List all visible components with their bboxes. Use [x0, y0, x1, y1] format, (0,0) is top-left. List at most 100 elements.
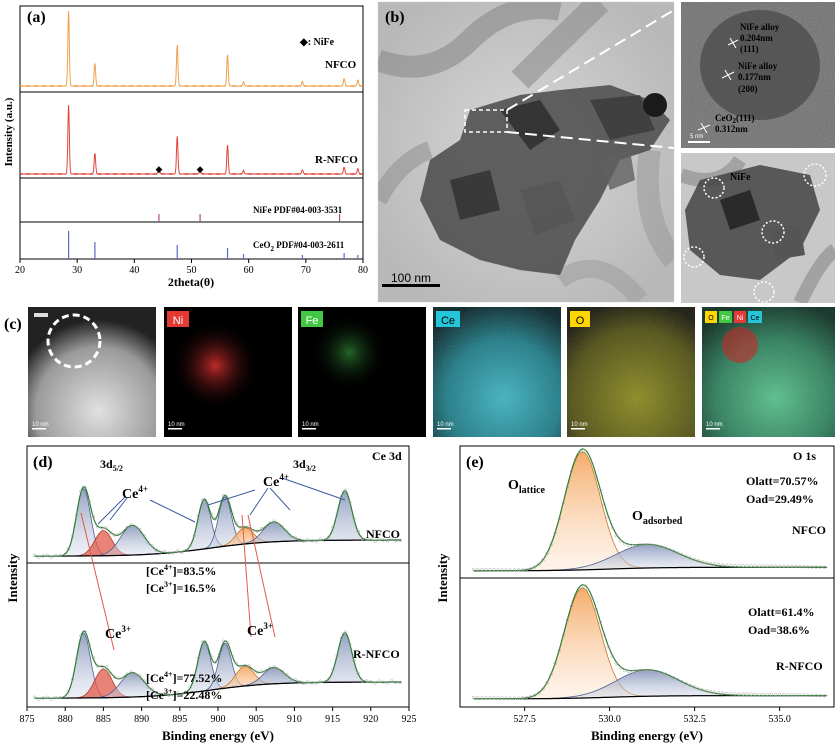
raw-point	[806, 565, 810, 569]
raw-point	[129, 523, 133, 527]
raw-point	[598, 488, 602, 492]
raw-point	[163, 549, 167, 554]
raw-point	[578, 450, 582, 454]
svg-text:CeO2(111): CeO2(111)	[715, 113, 755, 125]
raw-point	[484, 567, 488, 572]
raw-point	[154, 691, 159, 695]
raw-point	[675, 677, 680, 682]
raw-point	[733, 692, 737, 696]
raw-point	[724, 563, 729, 567]
raw-point	[360, 679, 365, 683]
raw-point	[117, 676, 121, 680]
raw-point	[205, 501, 209, 505]
map-overlay: O Fe Ni Ce	[702, 307, 835, 437]
panel-b-label: (b)	[385, 9, 405, 26]
panel-a-xlabel: 2theta(θ)	[168, 275, 214, 289]
raw-point	[268, 521, 272, 525]
raw-point	[322, 680, 327, 684]
raw-point	[226, 642, 230, 646]
raw-point	[626, 543, 631, 548]
raw-point	[516, 568, 521, 572]
raw-point	[565, 618, 570, 622]
x-tick-d: 880	[58, 714, 73, 725]
raw-point	[104, 665, 108, 669]
raw-point	[381, 680, 386, 684]
nife-marker: ◆	[197, 164, 204, 174]
raw-point	[782, 692, 786, 697]
raw-point	[484, 696, 488, 700]
raw-point	[500, 568, 504, 572]
raw-point	[364, 537, 369, 541]
raw-point	[87, 499, 91, 504]
raw-point	[369, 538, 373, 542]
label-r-nfco-e: R-NFCO	[776, 659, 823, 673]
raw-point	[606, 645, 610, 649]
raw-point	[496, 696, 500, 700]
panel-b-tem: (b) 100 nm 5 nm NiFe alloy 0.204nm (111)…	[377, 1, 835, 303]
x-tick-a: 60	[244, 265, 254, 276]
raw-point	[720, 563, 725, 567]
raw-point	[655, 669, 659, 674]
raw-point	[643, 668, 647, 673]
raw-point	[327, 535, 331, 539]
raw-point	[806, 693, 810, 697]
panel-a-x-ticks: 20 30 40 50 60 70 80	[15, 259, 368, 276]
raw-point	[49, 555, 54, 559]
panel-e-xlabel: Binding energy (eV)	[591, 728, 703, 743]
raw-point	[222, 493, 226, 498]
panel-c-eds: (c) Ni Fe Ce O O	[4, 307, 835, 437]
raw-point	[150, 687, 154, 691]
raw-point	[167, 693, 171, 697]
fringe-marks	[697, 37, 739, 134]
raw-point	[58, 553, 62, 558]
raw-point	[243, 664, 247, 668]
raw-point	[639, 669, 643, 673]
raw-point	[512, 568, 517, 572]
raw-point	[488, 696, 492, 700]
raw-point	[390, 679, 394, 683]
envelope	[34, 485, 402, 557]
panel-d-label: (d)	[33, 454, 53, 471]
raw-point	[297, 537, 302, 542]
raw-point	[814, 693, 818, 698]
nife-markers: ◆ ◆	[155, 164, 203, 174]
label-r-nfco-d: R-NFCO	[353, 647, 400, 661]
raw-point	[529, 695, 533, 699]
raw-point	[385, 539, 390, 543]
raw-point	[594, 607, 598, 611]
raw-point	[618, 539, 623, 543]
raw-point	[318, 537, 323, 541]
label-oadsorbed: Oadsorbed	[632, 509, 683, 527]
nife-marker: ◆	[155, 164, 162, 174]
nife-circles	[683, 163, 827, 303]
svg-text:Ce: Ce	[441, 315, 455, 327]
raw-point	[537, 562, 541, 566]
raw-point	[322, 538, 327, 542]
raw-point	[394, 680, 398, 685]
raw-point	[276, 522, 281, 527]
raw-point	[622, 542, 627, 546]
raw-point	[492, 568, 496, 572]
x-tick-a: 50	[187, 265, 197, 276]
raw-point	[192, 534, 196, 538]
raw-point	[205, 643, 209, 647]
raw-point	[471, 695, 476, 700]
x-tick-d: 895	[172, 714, 187, 725]
raw-point	[297, 680, 302, 684]
raw-point	[112, 533, 117, 537]
raw-point	[737, 563, 741, 568]
raw-point	[614, 661, 619, 666]
raw-point	[96, 664, 100, 669]
x-tick-a: 80	[358, 265, 368, 276]
raw-point	[255, 529, 259, 533]
svg-text:0.312nm: 0.312nm	[715, 124, 748, 134]
raw-point	[159, 550, 163, 555]
raw-point	[146, 685, 150, 689]
raw-point	[70, 534, 75, 539]
raw-point	[45, 695, 49, 699]
raw-point	[741, 692, 745, 696]
raw-point	[125, 672, 129, 676]
raw-point	[79, 489, 83, 494]
raw-point	[578, 586, 582, 590]
